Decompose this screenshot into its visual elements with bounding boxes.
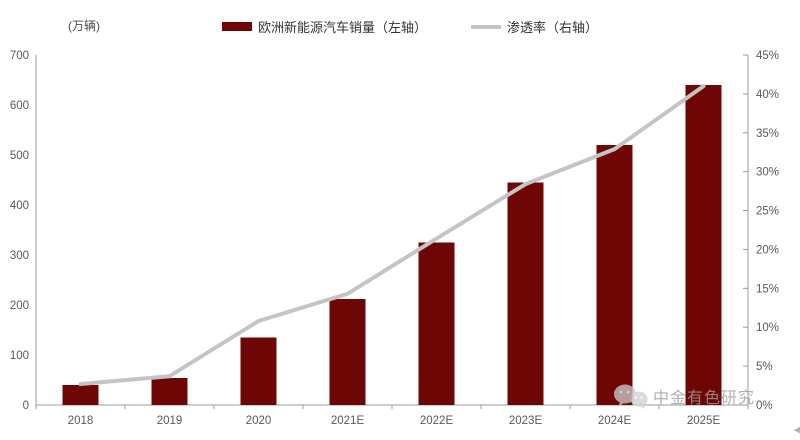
bar-2021E bbox=[329, 299, 366, 405]
bar-swatch-icon bbox=[222, 22, 252, 31]
x-axis-label: 2024E bbox=[598, 415, 632, 427]
right-axis-tick-label: 10% bbox=[756, 322, 779, 334]
bar-2018 bbox=[62, 385, 99, 405]
x-axis-label: 2020 bbox=[246, 415, 272, 427]
legend-label-penetration: 渗透率（右轴） bbox=[507, 20, 599, 35]
right-axis-tick-label: 15% bbox=[756, 283, 779, 295]
x-axis-label: 2019 bbox=[157, 415, 183, 427]
right-axis-tick-label: 35% bbox=[756, 128, 779, 140]
left-axis-tick-label: 400 bbox=[10, 200, 29, 212]
bar-2025E bbox=[685, 85, 722, 405]
x-axis-label: 2025E bbox=[687, 415, 721, 427]
left-axis-tick-label: 100 bbox=[10, 350, 29, 362]
watermark: 中金有色研究 bbox=[610, 382, 755, 410]
legend-item-sales: 欧洲新能源汽车销量（左轴） bbox=[222, 17, 427, 36]
left-axis-tick-label: 300 bbox=[10, 250, 29, 262]
right-axis-tick-label: 25% bbox=[756, 206, 779, 218]
right-axis-tick-label: 30% bbox=[756, 167, 779, 179]
bar-2022E bbox=[418, 242, 455, 405]
right-axis-tick-label: 0% bbox=[756, 400, 773, 412]
x-axis-label: 2021E bbox=[331, 415, 365, 427]
legend-item-penetration: 渗透率（右轴） bbox=[471, 17, 598, 36]
wechat-logo-icon bbox=[614, 384, 648, 409]
left-axis-unit-label: (万辆) bbox=[68, 19, 100, 33]
legend-label-sales: 欧洲新能源汽车销量（左轴） bbox=[258, 20, 428, 35]
bar-2019 bbox=[151, 378, 188, 405]
line-swatch-icon bbox=[471, 24, 502, 29]
watermark-text: 中金有色研究 bbox=[653, 390, 756, 407]
x-axis-label: 2018 bbox=[68, 415, 94, 427]
left-axis-tick-label: 200 bbox=[10, 300, 29, 312]
right-axis-tick-label: 45% bbox=[756, 50, 779, 62]
legend: 欧洲新能源汽车销量（左轴） 渗透率（右轴） bbox=[222, 17, 598, 36]
left-axis-tick-label: 500 bbox=[10, 150, 29, 162]
right-axis-tick-label: 5% bbox=[756, 361, 773, 373]
bar-2024E bbox=[596, 145, 633, 405]
bar-2020 bbox=[240, 337, 277, 405]
left-axis-tick-label: 700 bbox=[10, 50, 29, 62]
x-axis-label: 2022E bbox=[420, 415, 454, 427]
left-axis-tick-label: 600 bbox=[10, 100, 29, 112]
right-axis-tick-label: 20% bbox=[756, 244, 779, 256]
bar-2023E bbox=[507, 182, 544, 405]
penetration-line bbox=[78, 84, 706, 386]
right-axis-tick-label: 40% bbox=[756, 89, 779, 101]
corner-arrow-glyph: ◀ bbox=[793, 421, 800, 438]
left-axis-tick-label: 0 bbox=[23, 400, 29, 412]
x-axis-label: 2023E bbox=[509, 415, 543, 427]
